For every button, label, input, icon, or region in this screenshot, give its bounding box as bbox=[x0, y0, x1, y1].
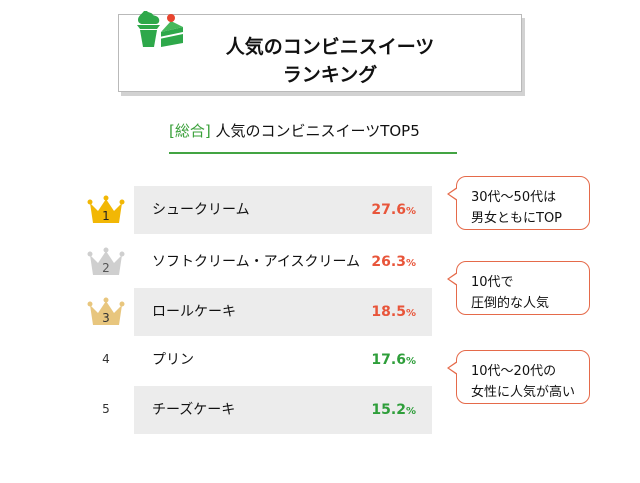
rank-badge: 3 bbox=[86, 288, 126, 336]
value-number: 27.6 bbox=[371, 202, 406, 218]
callout-line-2: 女性に人気が高い bbox=[471, 385, 576, 400]
row-band bbox=[134, 386, 432, 434]
value-number: 17.6 bbox=[371, 352, 406, 368]
value-number: 26.3 bbox=[371, 254, 406, 270]
title-box: 人気のコンビニスイーツ ランキング bbox=[118, 11, 522, 92]
rank-number: 3 bbox=[102, 311, 110, 325]
row-band bbox=[134, 288, 432, 336]
rank-badge: 2 bbox=[86, 238, 126, 286]
title-line-1: 人気のコンビニスイーツ bbox=[225, 36, 435, 58]
category-label: [総合] bbox=[169, 122, 211, 140]
item-value: 27.6% bbox=[371, 186, 416, 234]
rank-number: 1 bbox=[102, 209, 110, 223]
value-unit: % bbox=[405, 308, 416, 319]
crown-icon: 3 bbox=[87, 297, 125, 325]
crown-icon: 1 bbox=[87, 195, 125, 223]
title-line-2: ランキング bbox=[282, 64, 378, 86]
annotation-callout: 10代〜20代の女性に人気が高い bbox=[447, 350, 590, 404]
sweets-icon bbox=[137, 11, 183, 47]
value-unit: % bbox=[405, 406, 416, 417]
value-unit: % bbox=[405, 356, 416, 367]
rank-badge: 5 bbox=[86, 386, 126, 434]
item-name: ロールケーキ bbox=[152, 304, 236, 320]
callout-pointer-fill bbox=[449, 362, 458, 374]
table-row: 4 プリン 17.6% bbox=[72, 336, 432, 384]
ranking-subheading: [総合] 人気のコンビニスイーツTOP5 bbox=[169, 120, 457, 154]
callout-pointer-fill bbox=[449, 273, 458, 285]
ranking-title: 人気のコンビニスイーツTOP5 bbox=[210, 122, 420, 140]
table-row: 2 ソフトクリーム・アイスクリーム 26.3% bbox=[72, 238, 432, 286]
rank-number: 2 bbox=[102, 261, 110, 275]
item-name: プリン bbox=[152, 352, 194, 368]
callout-line-1: 10代〜20代の bbox=[471, 364, 557, 379]
item-name: ソフトクリーム・アイスクリーム bbox=[152, 254, 361, 270]
value-unit: % bbox=[405, 258, 416, 269]
table-row: 3 ロールケーキ 18.5% bbox=[72, 288, 432, 336]
callout-line-1: 30代〜50代は bbox=[471, 190, 557, 205]
item-value: 15.2% bbox=[371, 386, 416, 434]
rank-badge: 1 bbox=[86, 186, 126, 234]
callout-line-2: 男女ともにTOP bbox=[471, 211, 563, 226]
table-row: 5 チーズケーキ 15.2% bbox=[72, 386, 432, 434]
crown-icon: 2 bbox=[87, 247, 125, 275]
value-number: 15.2 bbox=[371, 402, 406, 418]
value-unit: % bbox=[405, 206, 416, 217]
value-number: 18.5 bbox=[371, 304, 406, 320]
callout-line-1: 10代で bbox=[471, 275, 514, 290]
item-name: チーズケーキ bbox=[152, 402, 236, 418]
callout-line-2: 圧倒的な人気 bbox=[471, 296, 550, 311]
rank-number: 4 bbox=[102, 352, 110, 366]
rank-badge: 4 bbox=[86, 336, 126, 384]
item-name: シュークリーム bbox=[152, 202, 250, 218]
annotation-callout: 30代〜50代は 男女ともにTOP bbox=[447, 176, 590, 230]
item-value: 17.6% bbox=[371, 336, 416, 384]
table-row: 1 シュークリーム 27.6% bbox=[72, 186, 432, 234]
callout-pointer-fill bbox=[449, 188, 458, 200]
item-value: 18.5% bbox=[371, 288, 416, 336]
annotation-callout: 10代で圧倒的な人気 bbox=[447, 261, 590, 315]
item-value: 26.3% bbox=[371, 238, 416, 286]
rank-number: 5 bbox=[102, 402, 110, 416]
row-band bbox=[134, 186, 432, 234]
